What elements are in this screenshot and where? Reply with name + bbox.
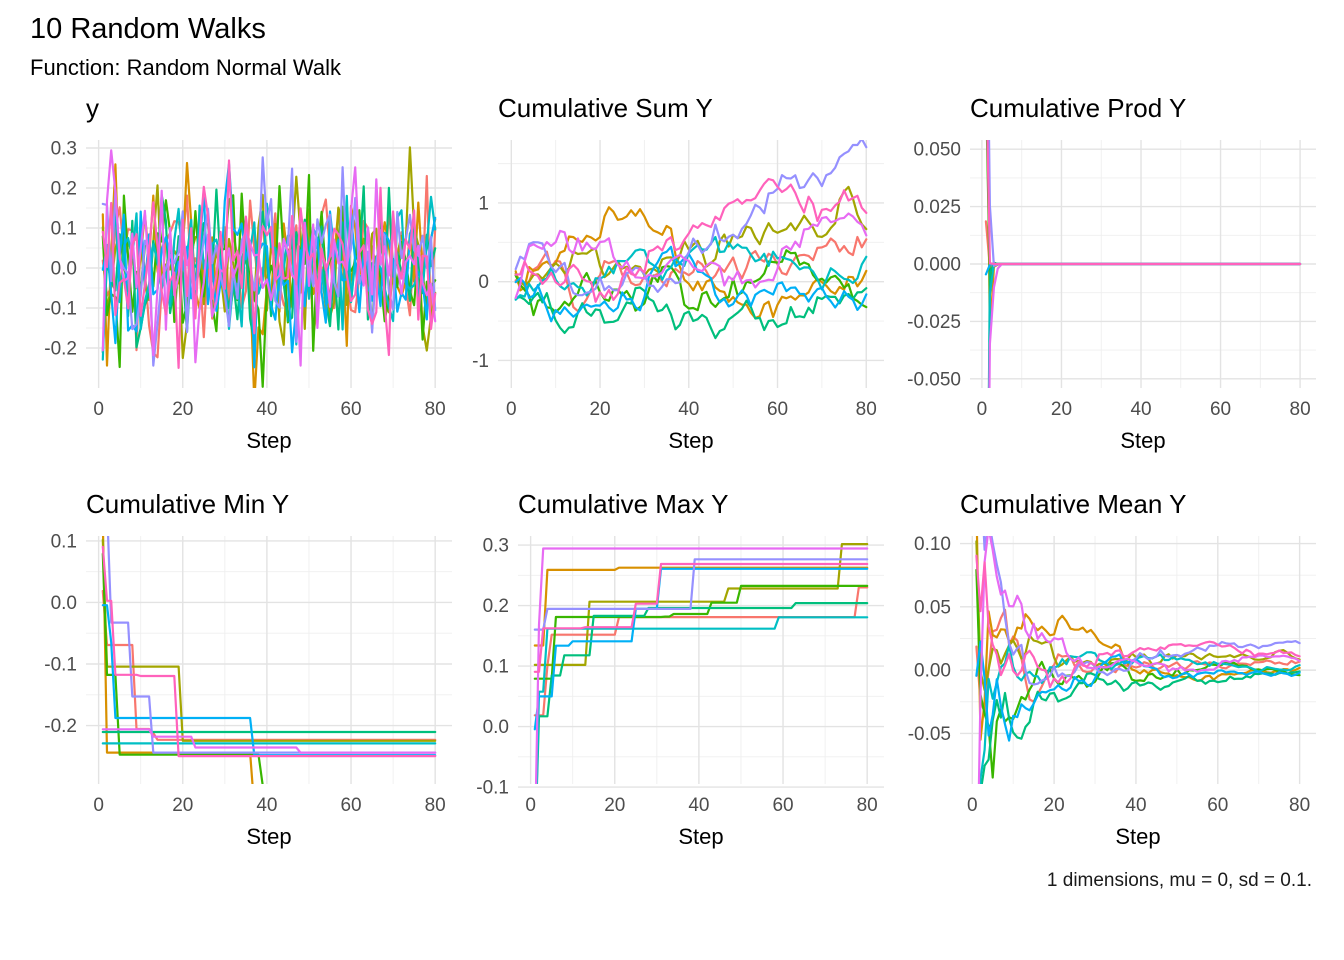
panel-cumulative-prod-title: Cumulative Prod Y (970, 93, 1187, 124)
svg-text:20: 20 (172, 399, 193, 420)
svg-text:20: 20 (172, 795, 193, 816)
svg-text:0.10: 0.10 (914, 534, 951, 555)
svg-text:60: 60 (767, 399, 788, 420)
svg-text:Step: Step (246, 824, 291, 849)
svg-text:-0.2: -0.2 (44, 338, 77, 359)
svg-text:0: 0 (93, 795, 104, 816)
panel-y-title: y (86, 93, 99, 124)
svg-text:Step: Step (1120, 428, 1165, 453)
svg-text:40: 40 (1130, 399, 1151, 420)
svg-text:80: 80 (857, 795, 878, 816)
svg-text:80: 80 (1290, 399, 1311, 420)
panel-cumulative-prod-plot: -0.050 -0.025 0.000 0.025 0.050 0 20 40 60 80 Step (907, 140, 1316, 453)
svg-text:0.0: 0.0 (51, 593, 77, 614)
svg-text:60: 60 (1210, 399, 1231, 420)
svg-text:-0.050: -0.050 (907, 369, 961, 390)
svg-text:60: 60 (340, 795, 361, 816)
svg-text:0.2: 0.2 (51, 178, 77, 199)
svg-text:0.1: 0.1 (51, 531, 77, 552)
panel-cumulative-mean-title: Cumulative Mean Y (960, 488, 1187, 519)
svg-text:0.1: 0.1 (51, 218, 77, 239)
panel-cumulative-sum-title: Cumulative Sum Y (498, 93, 713, 124)
svg-text:Step: Step (678, 824, 723, 849)
panel-cumulative-prod: Cumulative Prod Y -0.050 -0.025 0.000 0.025… (894, 93, 1324, 466)
svg-text:-0.1: -0.1 (44, 654, 77, 675)
svg-text:0.3: 0.3 (483, 535, 509, 556)
svg-text:0: 0 (977, 399, 988, 420)
svg-text:0.2: 0.2 (483, 596, 509, 617)
svg-text:-0.2: -0.2 (44, 716, 77, 737)
panel-cumulative-min-plot: -0.2 -0.1 0.0 0.1 0 20 40 60 80 Step (44, 531, 452, 849)
svg-text:60: 60 (772, 795, 793, 816)
page-title: 10 Random Walks (30, 13, 266, 45)
svg-text:0.1: 0.1 (483, 656, 509, 677)
svg-text:80: 80 (425, 795, 446, 816)
panel-cumulative-max-title: Cumulative Max Y (518, 488, 729, 519)
svg-text:60: 60 (1207, 795, 1228, 816)
svg-text:-0.1: -0.1 (476, 777, 509, 798)
svg-text:20: 20 (589, 399, 610, 420)
charts-grid: y -0.2 -0.1 0.0 0.1 0.2 0.3 0 20 40 60 80 Step Cumu… (30, 93, 1320, 862)
plot-caption: 1 dimensions, mu = 0, sd = 0.1. (1046, 869, 1312, 891)
svg-text:40: 40 (256, 795, 277, 816)
svg-text:0: 0 (93, 399, 104, 420)
svg-text:Step: Step (246, 428, 291, 453)
panel-cumulative-min: Cumulative Min Y -0.2 -0.1 0.0 0.1 0 20 40 60 80… (30, 488, 460, 862)
svg-text:80: 80 (425, 399, 446, 420)
panel-cumulative-sum: Cumulative Sum Y -1 0 1 0 20 40 60 80 Step (462, 93, 892, 466)
svg-text:Step: Step (668, 428, 713, 453)
svg-text:0: 0 (506, 399, 517, 420)
svg-text:0.050: 0.050 (913, 140, 961, 161)
panel-cumulative-max-plot: -0.1 0.0 0.1 0.2 0.3 0 20 40 60 80 Step (476, 535, 884, 849)
svg-text:20: 20 (604, 795, 625, 816)
svg-text:1: 1 (478, 193, 489, 214)
svg-text:0: 0 (525, 795, 536, 816)
panel-cumulative-max: Cumulative Max Y -0.1 0.0 0.1 0.2 0.3 0 20 40 60… (462, 488, 892, 862)
panel-cumulative-min-title: Cumulative Min Y (86, 488, 290, 519)
panel-cumulative-mean-plot: -0.05 0.00 0.05 0.10 0 20 40 60 80 Step (908, 534, 1316, 849)
svg-text:40: 40 (1125, 795, 1146, 816)
svg-text:40: 40 (688, 795, 709, 816)
svg-text:20: 20 (1044, 795, 1065, 816)
svg-text:0.0: 0.0 (483, 717, 509, 738)
svg-text:40: 40 (678, 399, 699, 420)
svg-text:80: 80 (856, 399, 877, 420)
svg-text:20: 20 (1051, 399, 1072, 420)
svg-text:0.000: 0.000 (913, 254, 961, 275)
svg-text:80: 80 (1289, 795, 1310, 816)
svg-text:0: 0 (967, 795, 978, 816)
svg-text:0.00: 0.00 (914, 660, 951, 681)
panel-y: y -0.2 -0.1 0.0 0.1 0.2 0.3 0 20 40 60 80 Step (30, 93, 460, 466)
panel-cumulative-mean: Cumulative Mean Y -0.05 0.00 0.05 0.10 0 20 40… (894, 488, 1324, 862)
svg-text:-0.025: -0.025 (907, 312, 961, 333)
svg-text:0.0: 0.0 (51, 258, 77, 279)
caption-row: 1 dimensions, mu = 0, sd = 0.1. (30, 870, 1320, 892)
svg-text:0: 0 (478, 272, 489, 293)
page-subtitle: Function: Random Normal Walk (30, 54, 341, 80)
svg-text:0.3: 0.3 (51, 138, 77, 159)
svg-text:40: 40 (256, 399, 277, 420)
svg-text:-0.1: -0.1 (44, 298, 77, 319)
svg-text:60: 60 (340, 399, 361, 420)
svg-text:-0.05: -0.05 (908, 724, 951, 745)
svg-text:0.025: 0.025 (913, 197, 961, 218)
panel-y-plot: -0.2 -0.1 0.0 0.1 0.2 0.3 0 20 40 60 80 Step (44, 138, 452, 453)
svg-text:Step: Step (1115, 824, 1160, 849)
svg-text:0.05: 0.05 (914, 597, 951, 618)
svg-text:-1: -1 (472, 351, 489, 372)
